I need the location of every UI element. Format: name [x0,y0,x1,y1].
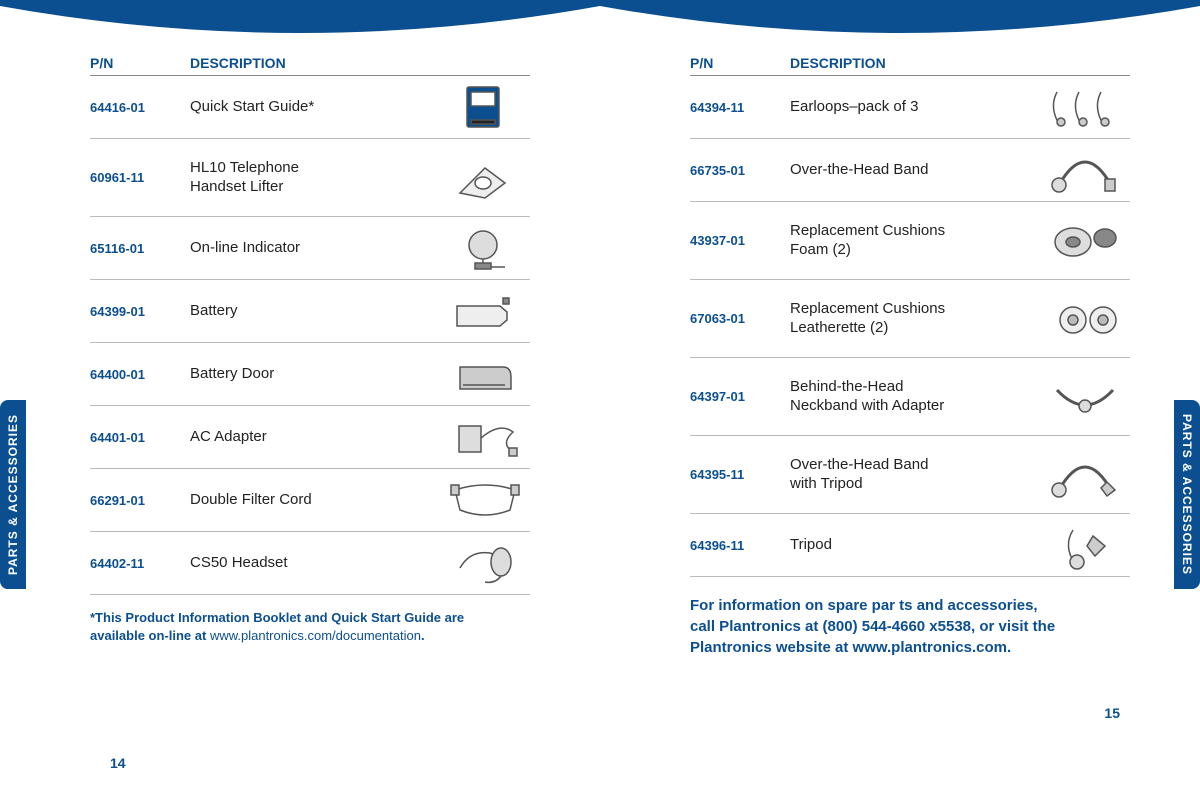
part-number: 66735-01 [690,163,790,178]
info-note: For information on spare par ts and acce… [690,595,1130,658]
part-description: On-line Indicator [190,239,440,258]
page-14: PARTS & ACCESSORIES PARTS & ACCESSORIES … [0,0,600,801]
headband2-icon [1040,450,1130,500]
earloops-icon [1040,82,1130,132]
part-description: Battery Door [190,365,440,384]
table-row: 64397-01Behind-the-HeadNeckband with Ada… [690,358,1130,436]
table-row: 64402-11CS50 Headset [90,532,530,595]
booklet-icon [440,82,530,132]
part-number: 67063-01 [690,311,790,326]
table-row: 67063-01Replacement CushionsLeatherette … [690,280,1130,358]
part-number: 64394-11 [690,100,790,115]
side-tab-right: PARTS & ACCESSORIES [1174,400,1200,589]
part-description: Replacement CushionsFoam (2) [790,222,1040,260]
part-number: 43937-01 [690,233,790,248]
leatherette-icon [1040,294,1130,344]
tripod-icon [1040,520,1130,570]
table-row: 64394-11Earloops–pack of 3 [690,76,1130,139]
part-description: CS50 Headset [190,554,440,573]
table-row: 64400-01Battery Door [90,343,530,406]
header-desc: DESCRIPTION [790,55,1130,71]
part-description: Battery [190,302,440,321]
table-row: 66735-01Over-the-Head Band [690,139,1130,202]
part-number: 64400-01 [90,367,190,382]
neckband-icon [1040,372,1130,422]
table-row: 64395-11Over-the-Head Bandwith Tripod [690,436,1130,514]
header-pn: P/N [90,55,190,71]
part-number: 64395-11 [690,467,790,482]
table-header: P/N DESCRIPTION [90,55,530,76]
part-description: Earloops–pack of 3 [790,98,1040,117]
part-number: 65116-01 [90,241,190,256]
part-description: Quick Start Guide* [190,98,440,117]
table-row: 65116-01On-line Indicator [90,217,530,280]
cord-icon [440,475,530,525]
part-description: Tripod [790,536,1040,555]
footnote: *This Product Information Booklet and Qu… [90,609,530,644]
section-title: PARTS & ACCESSORIES [600,0,1200,32]
table-row: 64399-01Battery [90,280,530,343]
part-number: 64399-01 [90,304,190,319]
table-row: 64416-01Quick Start Guide* [90,76,530,139]
part-number: 66291-01 [90,493,190,508]
table-row: 43937-01Replacement CushionsFoam (2) [690,202,1130,280]
part-description: HL10 TelephoneHandset Lifter [190,159,440,197]
page-number: 15 [1104,705,1120,721]
lifter-icon [440,153,530,203]
table-row: 66291-01Double Filter Cord [90,469,530,532]
part-number: 64402-11 [90,556,190,571]
part-description: Behind-the-HeadNeckband with Adapter [790,378,1040,416]
acadapter-icon [440,412,530,462]
side-tab-left: PARTS & ACCESSORIES [0,400,26,589]
indicator-icon [440,223,530,273]
headset-icon [440,538,530,588]
part-number: 64416-01 [90,100,190,115]
header-pn: P/N [690,55,790,71]
part-number: 60961-11 [90,170,190,185]
part-description: Over-the-Head Band [790,161,1040,180]
parts-table-left: P/N DESCRIPTION 64416-01Quick Start Guid… [90,55,530,644]
part-number: 64396-11 [690,538,790,553]
header-desc: DESCRIPTION [190,55,530,71]
headband-icon [1040,145,1130,195]
part-number: 64401-01 [90,430,190,445]
part-description: AC Adapter [190,428,440,447]
table-row: 64396-11Tripod [690,514,1130,577]
foam-icon [1040,216,1130,266]
table-row: 64401-01AC Adapter [90,406,530,469]
section-title: PARTS & ACCESSORIES [0,0,600,32]
part-description: Over-the-Head Bandwith Tripod [790,456,1040,494]
part-number: 64397-01 [690,389,790,404]
table-row: 60961-11HL10 TelephoneHandset Lifter [90,139,530,217]
table-header: P/N DESCRIPTION [690,55,1130,76]
page-number: 14 [110,755,126,771]
part-description: Replacement CushionsLeatherette (2) [790,300,1040,338]
page-15: PARTS & ACCESSORIES PARTS & ACCESSORIES … [600,0,1200,801]
batdoor-icon [440,349,530,399]
battery-icon [440,286,530,336]
part-description: Double Filter Cord [190,491,440,510]
parts-table-right: P/N DESCRIPTION 64394-11Earloops–pack of… [690,55,1130,658]
